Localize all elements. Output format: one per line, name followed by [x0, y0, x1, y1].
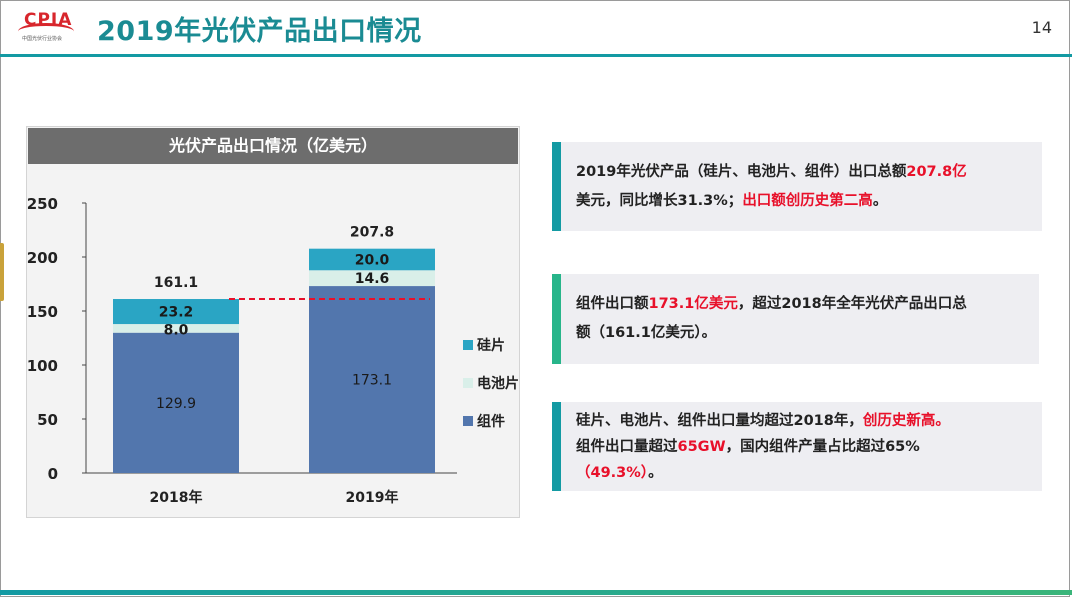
- data-label: 173.1: [352, 373, 392, 389]
- bar-segment: [113, 324, 239, 333]
- callout-module-export: 组件出口额173.1亿美元，超过2018年全年光伏产品出口总额（161.1亿美元…: [552, 274, 1039, 364]
- highlight-text: 207.8亿: [906, 164, 967, 180]
- page-title: 2019年光伏产品出口情况: [97, 16, 422, 47]
- data-label: 20.0: [355, 252, 390, 268]
- highlight-text: 65GW: [677, 439, 726, 455]
- y-tick-label: 150: [27, 303, 58, 321]
- bar-segment: [309, 286, 435, 473]
- bar-segment: [309, 270, 435, 287]
- highlight-text: 创历史新高。: [862, 413, 950, 429]
- callout-export-total: 2019年光伏产品（硅片、电池片、组件）出口总额207.8亿 美元，同比增长31.…: [552, 142, 1042, 231]
- highlight-text: （49.3%）: [576, 465, 649, 481]
- bar-segment: [309, 248, 435, 271]
- legend-label: 硅片: [477, 337, 505, 354]
- data-label: 23.2: [159, 305, 194, 321]
- callout-text: 组件出口额173.1亿美元，超过2018年全年光伏产品出口总额（161.1亿美元…: [576, 290, 1027, 348]
- data-label: 8.0: [164, 322, 189, 338]
- callout-segment: 组件出口额: [576, 296, 649, 312]
- chart-panel: 光伏产品出口情况（亿美元） 0 50 100 150 200 250 129.9 8.0 23.…: [26, 126, 520, 518]
- callout-segment: ，超过2018年全年光伏产品出口总: [737, 296, 967, 312]
- callout-accent-bar: [552, 274, 561, 364]
- chart-title: 光伏产品出口情况（亿美元）: [28, 128, 518, 164]
- callout-accent-bar: [552, 402, 561, 491]
- page-number: 14: [1031, 18, 1052, 37]
- callout-segment: 硅片、电池片、组件出口量均超过2018年，: [576, 413, 863, 429]
- legend-swatch: [463, 378, 473, 388]
- callout-segment: 2019年光伏产品（硅片、电池片、组件）出口总额: [576, 164, 907, 180]
- callout-accent-bar: [552, 142, 561, 231]
- y-tick-label: 0: [48, 465, 58, 483]
- callout-segment: 。: [872, 193, 888, 209]
- y-tick-label: 50: [37, 411, 58, 429]
- logo-arc: [18, 23, 74, 40]
- y-tick-label: 250: [27, 195, 58, 213]
- total-label: 161.1: [154, 275, 198, 291]
- side-tab-handle[interactable]: [0, 243, 4, 301]
- callout-segment: 额（161.1亿美元）。: [576, 325, 717, 341]
- chart-svg: 0 50 100 150 200 250 129.9 8.023.2 161.1 2018年 173…: [27, 195, 519, 506]
- callout-line: 组件出口额173.1亿美元，超过2018年全年光伏产品出口总: [576, 290, 1027, 319]
- highlight-text: 出口额创历史第二高: [742, 193, 873, 209]
- y-tick-label: 100: [27, 357, 58, 375]
- callout-segment: ，国内组件产量占比超过65%: [725, 439, 920, 455]
- callout-line: 美元，同比增长31.3%；出口额创历史第二高。: [576, 187, 1030, 216]
- legend-swatch: [463, 340, 473, 350]
- callout-segment: 组件出口量超过: [576, 439, 678, 455]
- callout-segment: 。: [648, 465, 663, 481]
- callout-line: 组件出口量超过65GW，国内组件产量占比超过65%: [576, 434, 1030, 460]
- x-tick-label: 2018年: [150, 489, 203, 506]
- legend-label: 组件: [477, 413, 505, 430]
- bar-segment: [113, 299, 239, 325]
- y-tick-label: 200: [27, 249, 58, 267]
- x-tick-label: 2019年: [346, 489, 399, 506]
- callout-text: 2019年光伏产品（硅片、电池片、组件）出口总额207.8亿 美元，同比增长31.…: [576, 158, 1030, 216]
- bar-segment: [113, 332, 239, 473]
- data-label: 14.6: [355, 271, 390, 287]
- callout-line: 额（161.1亿美元）。: [576, 319, 1027, 348]
- total-label: 207.8: [350, 225, 394, 241]
- footer-divider: [0, 590, 1072, 595]
- legend-label: 电池片: [477, 375, 519, 392]
- highlight-text: 173.1亿美元: [648, 296, 738, 312]
- data-label: 129.9: [156, 396, 196, 412]
- logo-subtitle: 中国光伏行业协会: [22, 36, 63, 42]
- cpia-logo: CPIA 中国光伏行业协会: [10, 6, 82, 46]
- legend-swatch: [463, 416, 473, 426]
- callout-segment: 美元，同比增长31.3%；: [576, 193, 743, 209]
- callout-text: 硅片、电池片、组件出口量均超过2018年，创历史新高。 组件出口量超过65GW，国…: [576, 408, 1030, 486]
- callout-export-volume: 硅片、电池片、组件出口量均超过2018年，创历史新高。 组件出口量超过65GW，国…: [552, 402, 1042, 491]
- title-divider: [0, 54, 1072, 57]
- callout-line: 硅片、电池片、组件出口量均超过2018年，创历史新高。: [576, 408, 1030, 434]
- callout-line: 2019年光伏产品（硅片、电池片、组件）出口总额207.8亿: [576, 158, 1030, 187]
- callout-line: （49.3%）。: [576, 460, 1030, 486]
